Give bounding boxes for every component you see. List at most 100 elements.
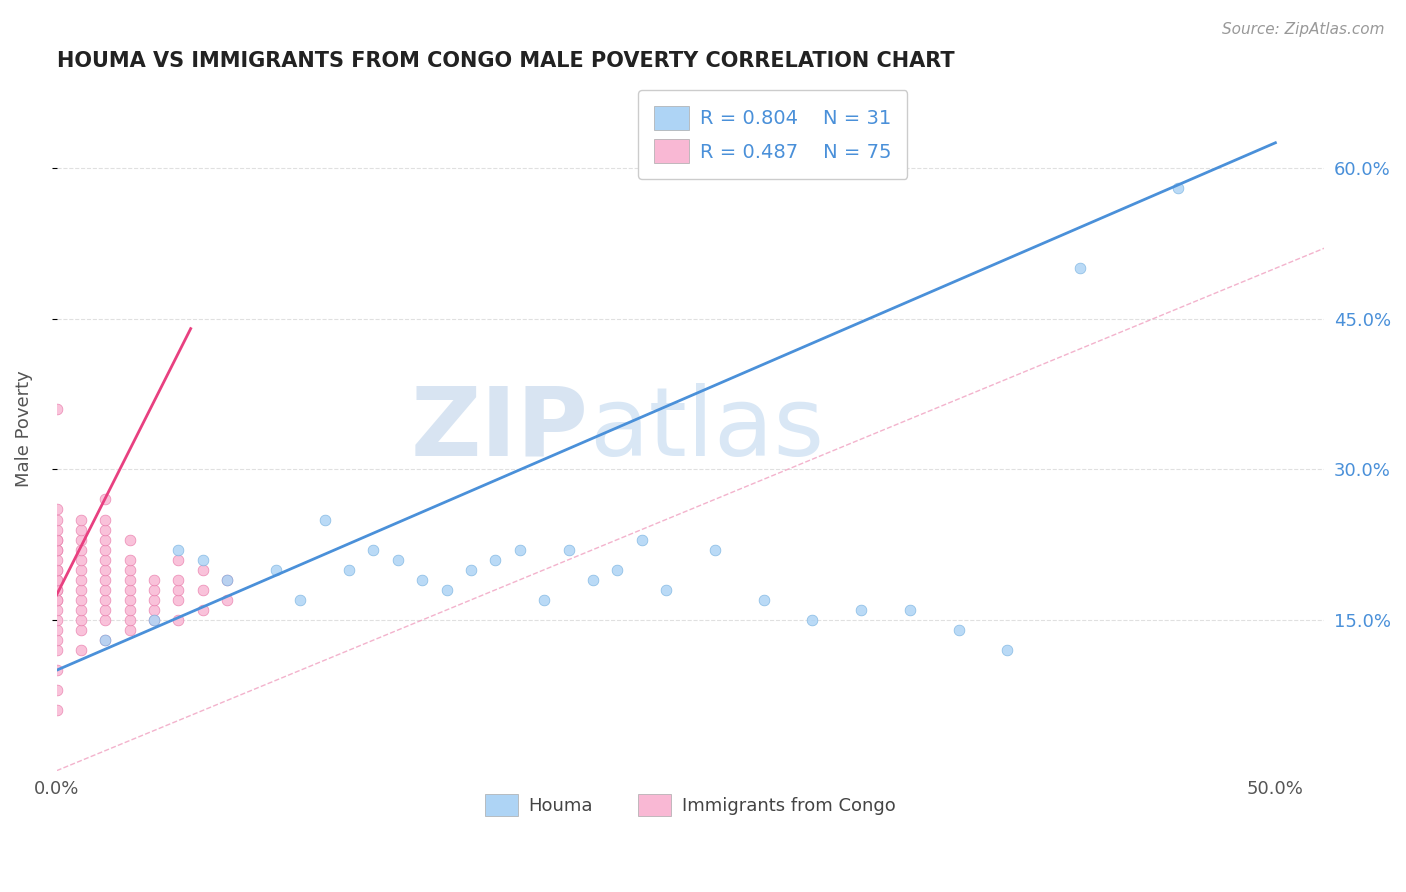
Point: [849, 603, 872, 617]
Point: [801, 613, 824, 627]
Point: [387, 552, 409, 566]
Point: [94, 633, 117, 648]
Point: [45, 512, 67, 526]
Point: [45, 542, 67, 557]
Point: [411, 573, 433, 587]
Point: [167, 552, 190, 566]
Point: [191, 582, 214, 597]
Point: [191, 563, 214, 577]
Point: [143, 613, 166, 627]
Point: [45, 593, 67, 607]
Point: [1069, 261, 1091, 276]
Point: [45, 603, 67, 617]
Point: [45, 623, 67, 637]
Point: [606, 563, 628, 577]
Point: [45, 633, 67, 648]
Point: [45, 533, 67, 547]
Point: [217, 573, 239, 587]
Point: [70, 643, 93, 657]
Point: [118, 593, 141, 607]
Point: [118, 533, 141, 547]
Point: [94, 492, 117, 507]
Point: [191, 552, 214, 566]
Point: [217, 573, 239, 587]
Point: [143, 613, 166, 627]
Point: [70, 542, 93, 557]
Point: [94, 633, 117, 648]
Point: [118, 603, 141, 617]
Y-axis label: Male Poverty: Male Poverty: [15, 371, 32, 487]
Point: [70, 603, 93, 617]
Point: [94, 533, 117, 547]
Point: [70, 533, 93, 547]
Point: [45, 523, 67, 537]
Point: [167, 613, 190, 627]
Point: [143, 593, 166, 607]
Point: [45, 552, 67, 566]
Point: [217, 593, 239, 607]
Point: [118, 573, 141, 587]
Point: [70, 552, 93, 566]
Point: [70, 623, 93, 637]
Point: [752, 593, 775, 607]
Point: [533, 593, 555, 607]
Point: [630, 533, 652, 547]
Point: [582, 573, 605, 587]
Point: [94, 523, 117, 537]
Point: [167, 582, 190, 597]
Point: [557, 542, 579, 557]
Point: [167, 593, 190, 607]
Point: [94, 593, 117, 607]
Point: [484, 552, 506, 566]
Point: [118, 623, 141, 637]
Text: HOUMA VS IMMIGRANTS FROM CONGO MALE POVERTY CORRELATION CHART: HOUMA VS IMMIGRANTS FROM CONGO MALE POVE…: [56, 51, 955, 70]
Point: [45, 582, 67, 597]
Point: [94, 563, 117, 577]
Point: [460, 563, 482, 577]
Point: [45, 593, 67, 607]
Point: [45, 613, 67, 627]
Point: [94, 573, 117, 587]
Text: ZIP: ZIP: [411, 383, 589, 475]
Point: [70, 512, 93, 526]
Point: [94, 542, 117, 557]
Point: [1167, 181, 1189, 195]
Point: [45, 573, 67, 587]
Point: [45, 573, 67, 587]
Point: [94, 613, 117, 627]
Point: [45, 502, 67, 516]
Point: [45, 533, 67, 547]
Point: [337, 563, 360, 577]
Point: [509, 542, 531, 557]
Text: atlas: atlas: [589, 383, 824, 475]
Point: [143, 603, 166, 617]
Point: [94, 552, 117, 566]
Text: Source: ZipAtlas.com: Source: ZipAtlas.com: [1222, 22, 1385, 37]
Point: [45, 563, 67, 577]
Point: [45, 683, 67, 698]
Point: [45, 402, 67, 417]
Point: [143, 573, 166, 587]
Point: [45, 542, 67, 557]
Point: [70, 582, 93, 597]
Point: [290, 593, 312, 607]
Point: [45, 703, 67, 717]
Point: [94, 582, 117, 597]
Point: [70, 523, 93, 537]
Point: [45, 582, 67, 597]
Point: [167, 542, 190, 557]
Point: [948, 623, 970, 637]
Point: [363, 542, 385, 557]
Point: [118, 552, 141, 566]
Point: [70, 613, 93, 627]
Point: [45, 643, 67, 657]
Point: [94, 512, 117, 526]
Point: [94, 603, 117, 617]
Point: [167, 573, 190, 587]
Point: [264, 563, 287, 577]
Point: [70, 573, 93, 587]
Point: [118, 563, 141, 577]
Point: [191, 603, 214, 617]
Point: [143, 582, 166, 597]
Point: [314, 512, 336, 526]
